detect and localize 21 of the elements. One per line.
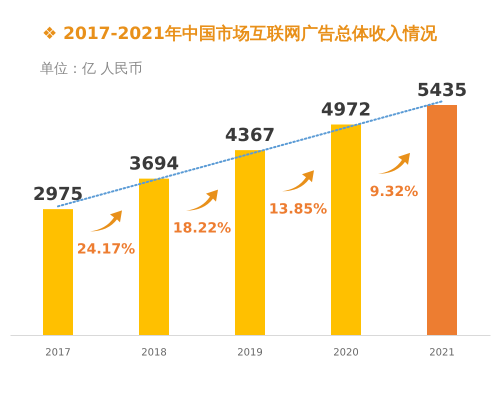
bar [235, 150, 265, 335]
chart-subtitle: 单位：亿 人民币 [40, 60, 142, 78]
chart-title: ❖ 2017-2021年中国市场互联网广告总体收入情况 [42, 23, 437, 45]
x-tick-label: 2020 [333, 348, 359, 358]
bar [43, 209, 73, 335]
x-tick-label: 2019 [237, 348, 263, 358]
data-label: 2975 [32, 184, 84, 206]
annotation: 13.85% [268, 201, 328, 218]
x-tick-label: 2018 [141, 348, 167, 358]
data-label: 4972 [320, 100, 372, 121]
bar [427, 104, 457, 335]
data-label: 4367 [224, 125, 276, 146]
x-tick-label: 2017 [45, 348, 71, 358]
annotation: 9.32% [370, 184, 418, 200]
bar [331, 124, 361, 335]
data-label: 5435 [416, 80, 468, 101]
annotation: 18.22% [172, 220, 232, 237]
data-label: 3694 [128, 154, 180, 175]
annotation: 24.17% [76, 241, 136, 258]
x-tick-label: 2021 [429, 348, 455, 358]
bar [139, 178, 169, 335]
